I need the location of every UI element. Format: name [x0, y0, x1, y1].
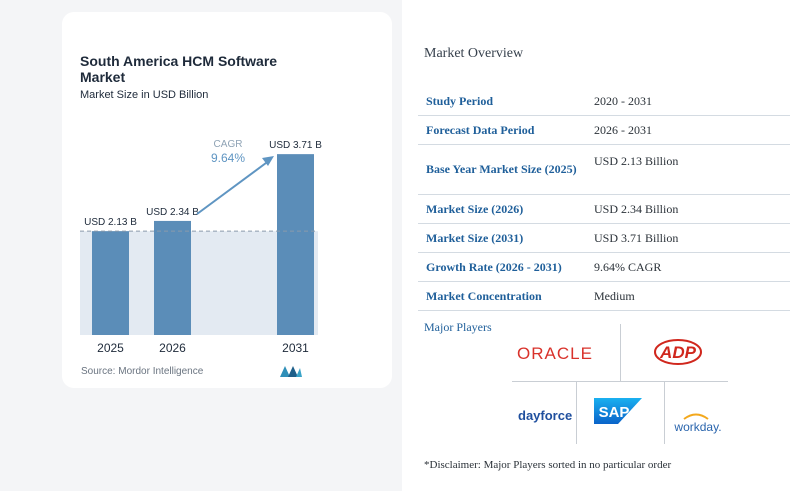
logo-divider — [664, 381, 665, 444]
overview-table: Study Period 2020 - 2031 Forecast Data P… — [418, 87, 790, 311]
overview-value: Medium — [586, 281, 790, 311]
overview-key: Market Concentration — [418, 281, 586, 311]
bar-value-label: USD 2.13 B — [84, 217, 137, 228]
overview-row: Market Size (2031) USD 3.71 Billion — [418, 223, 790, 253]
overview-value: USD 3.71 Billion — [586, 223, 790, 253]
bar-value-label: USD 3.71 B — [269, 140, 322, 151]
chart-title: South America HCM Software Market — [80, 53, 278, 85]
cagr-arrow — [196, 159, 271, 215]
cagr-label: CAGR — [214, 139, 243, 150]
overview-key: Forecast Data Period — [418, 115, 586, 145]
overview-row: Market Size (2026) USD 2.34 Billion — [418, 194, 790, 224]
overview-row: Forecast Data Period 2026 - 2031 — [418, 115, 790, 145]
oracle-logo: ORACLE — [517, 344, 593, 363]
logo-divider — [512, 381, 728, 382]
overview-value: 9.64% CAGR — [586, 252, 790, 282]
overview-value: USD 2.13 Billion — [586, 144, 790, 195]
overview-value: 2026 - 2031 — [586, 115, 790, 145]
x-tick-label: 2026 — [159, 341, 186, 355]
overview-row: Study Period 2020 - 2031 — [418, 87, 790, 116]
logo-divider — [620, 324, 621, 382]
svg-text:SAP: SAP — [599, 404, 630, 421]
chart-subtitle: Market Size in USD Billion — [80, 89, 209, 101]
bar — [154, 220, 191, 335]
overview-title: Market Overview — [424, 46, 524, 61]
adp-logo-icon: ADP — [654, 339, 702, 365]
sap-logo-icon: SAP — [594, 398, 642, 424]
overview-row: Growth Rate (2026 - 2031) 9.64% CAGR — [418, 252, 790, 282]
overview-key: Study Period — [418, 87, 586, 116]
mordor-logo-icon — [280, 366, 302, 377]
overview-key: Market Size (2026) — [418, 194, 586, 224]
sap-logo: SAP — [594, 398, 642, 424]
adp-logo: ADP — [654, 338, 702, 366]
bar — [92, 231, 129, 335]
bar-chart: USD 2.13 B 2025 USD 2.34 B 2026 USD 3.71 B 20… — [80, 139, 322, 355]
bar — [277, 154, 314, 335]
svg-text:workday.: workday. — [673, 420, 721, 434]
x-tick-label: 2025 — [97, 341, 124, 355]
cagr-arrowhead — [262, 156, 274, 166]
major-players-title: Major Players — [424, 320, 492, 334]
overview-value: 2020 - 2031 — [586, 87, 790, 116]
disclaimer-note: *Disclaimer: Major Players sorted in no … — [424, 459, 672, 471]
overview-row: Market Concentration Medium — [418, 281, 790, 311]
dayforce-logo: dayforce — [518, 408, 573, 423]
overview-key: Growth Rate (2026 - 2031) — [418, 252, 586, 282]
overview-value: USD 2.34 Billion — [586, 194, 790, 224]
overview-key: Base Year Market Size (2025) — [418, 144, 586, 195]
source-note: Source: Mordor Intelligence — [81, 366, 204, 377]
logo-divider — [576, 381, 577, 444]
overview-row: Base Year Market Size (2025) USD 2.13 Bi… — [418, 144, 790, 195]
bar-value-label: USD 2.34 B — [146, 207, 199, 218]
svg-text:ADP: ADP — [659, 343, 697, 362]
cagr-value: 9.64% — [211, 151, 245, 165]
workday-logo: workday. — [670, 412, 726, 437]
overview-key: Market Size (2031) — [418, 223, 586, 253]
workday-logo-icon: workday. — [673, 413, 722, 434]
x-tick-label: 2031 — [282, 341, 309, 355]
